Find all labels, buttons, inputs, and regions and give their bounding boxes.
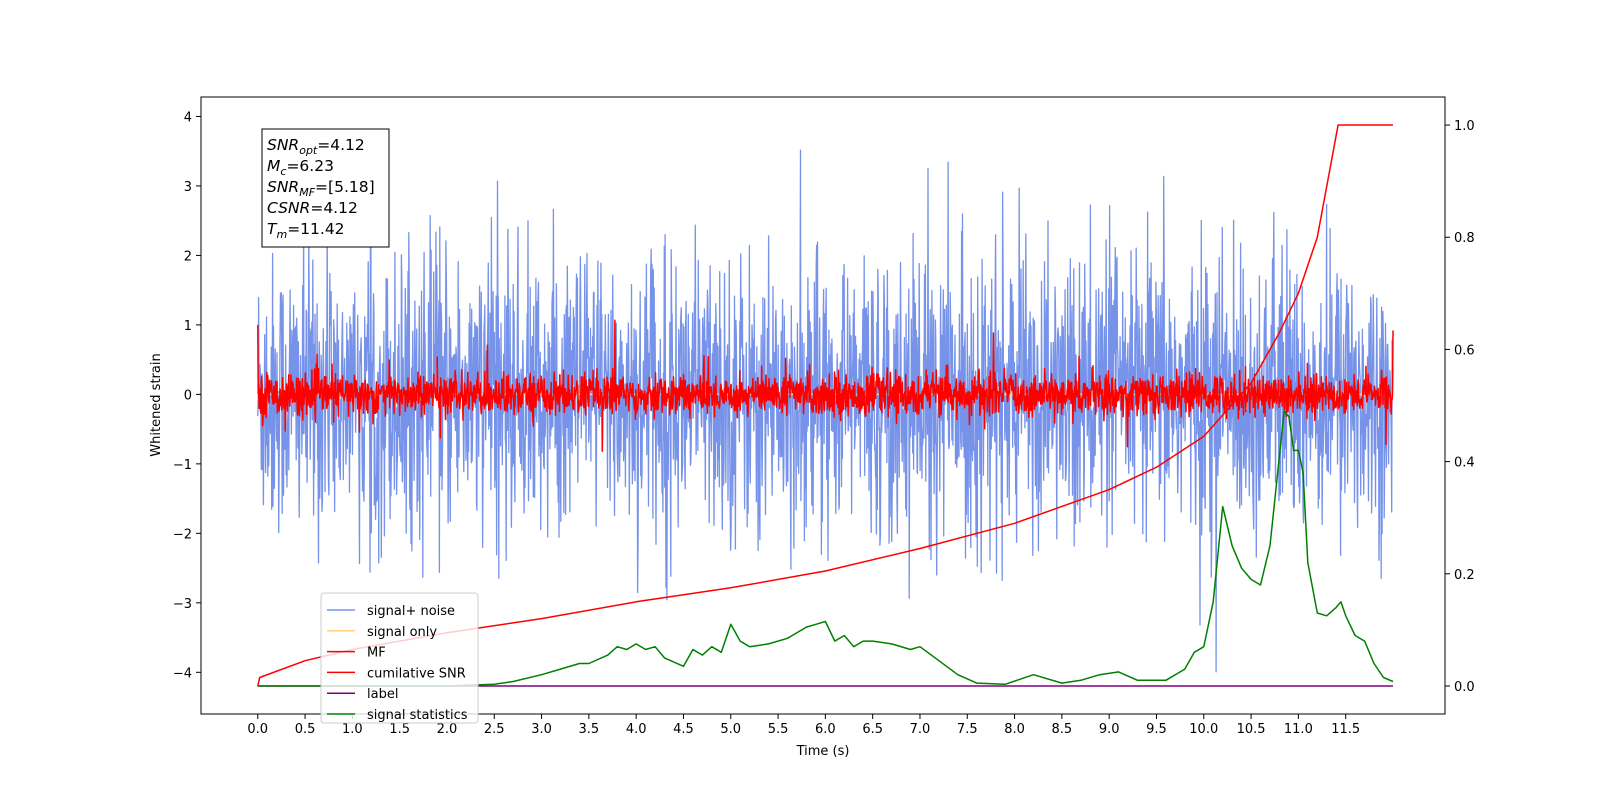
series-line-signal-statistics <box>257 410 1394 687</box>
x-tick-label: 0.0 <box>247 722 268 737</box>
series-line-mf <box>257 319 1394 452</box>
x-axis-label: Time (s) <box>796 744 850 759</box>
x-tick-label: 9.5 <box>1146 722 1167 737</box>
x-tick-label: 5.5 <box>768 722 789 737</box>
legend-frame <box>320 592 479 724</box>
x-tick-label: 8.0 <box>1004 722 1025 737</box>
legend-label: signal+ noise <box>367 604 455 619</box>
x-tick-label: 11.5 <box>1331 722 1360 737</box>
annotation-snr-opt: SNRopt=4.12 <box>267 136 365 157</box>
y-tick-label: 0 <box>184 388 192 403</box>
y2-tick-label: 0.6 <box>1454 343 1475 358</box>
annotation-csnr: CSNR=4.12 <box>267 199 358 217</box>
x-tick-label: 8.5 <box>1052 722 1073 737</box>
legend-label: label <box>367 687 398 702</box>
x-tick-label: 1.0 <box>342 722 363 737</box>
annotation-box: SNRopt=4.12 Mc=6.23 SNRMF=[5.18] CSNR=4.… <box>261 128 390 248</box>
y2-tick-label: 0.2 <box>1454 568 1475 583</box>
y2-tick-label: 0.0 <box>1454 680 1475 695</box>
x-tick-label: 0.5 <box>295 722 316 737</box>
legend-label: cumilative SNR <box>367 666 466 681</box>
x-tick-label: 10.0 <box>1189 722 1218 737</box>
legend-label: MF <box>367 646 386 661</box>
x-axis: 0.0 0.5 1.0 1.5 2.0 2.5 3.0 3.5 4.0 4.5 5.0 5.5 6.0 6… <box>247 714 1360 737</box>
x-tick-label: 1.5 <box>389 722 410 737</box>
y-axis-label: Whitened strain <box>149 353 164 456</box>
y2-tick-label: 1.0 <box>1454 119 1475 134</box>
x-tick-label: 6.5 <box>862 722 883 737</box>
x-tick-label: 4.0 <box>626 722 647 737</box>
legend-label: signal statistics <box>367 708 468 723</box>
x-tick-label: 3.5 <box>579 722 600 737</box>
y-tick-label: −3 <box>173 597 192 612</box>
y-tick-label: 2 <box>184 249 192 264</box>
plot-frame <box>200 96 1446 715</box>
x-tick-label: 2.5 <box>484 722 505 737</box>
y2-tick-label: 0.8 <box>1454 231 1475 246</box>
x-tick-label: 3.0 <box>531 722 552 737</box>
y-axis: 4 3 2 1 0 −1 −2 −3 −4 <box>173 110 201 681</box>
y-tick-label: −4 <box>173 666 192 681</box>
x-tick-label: 4.5 <box>673 722 694 737</box>
x-tick-label: 6.0 <box>815 722 836 737</box>
annotation-mc: Mc=6.23 <box>267 157 334 178</box>
y-tick-label: 3 <box>184 180 192 195</box>
y-tick-label: −1 <box>173 458 192 473</box>
y2-axis: 1.0 0.8 0.6 0.4 0.2 0.0 <box>1445 119 1475 695</box>
y-tick-label: −2 <box>173 527 192 542</box>
x-tick-label: 7.5 <box>957 722 978 737</box>
series-line-signal-noise <box>257 143 1394 673</box>
x-tick-label: 5.0 <box>720 722 741 737</box>
annotation-tm: Tm=11.42 <box>267 220 345 241</box>
y2-tick-label: 0.4 <box>1454 456 1475 471</box>
y-tick-label: 4 <box>184 110 192 125</box>
legend: signal+ noise signal only MF cumilative SNR… <box>320 592 479 724</box>
x-tick-label: 10.5 <box>1237 722 1266 737</box>
x-tick-label: 7.0 <box>910 722 931 737</box>
x-tick-label: 9.0 <box>1099 722 1120 737</box>
legend-label: signal only <box>367 625 437 640</box>
annotation-snr-mf: SNRMF=[5.18] <box>267 178 375 199</box>
y-tick-label: 1 <box>184 319 192 334</box>
x-tick-label: 2.0 <box>437 722 458 737</box>
x-tick-label: 11.0 <box>1284 722 1313 737</box>
